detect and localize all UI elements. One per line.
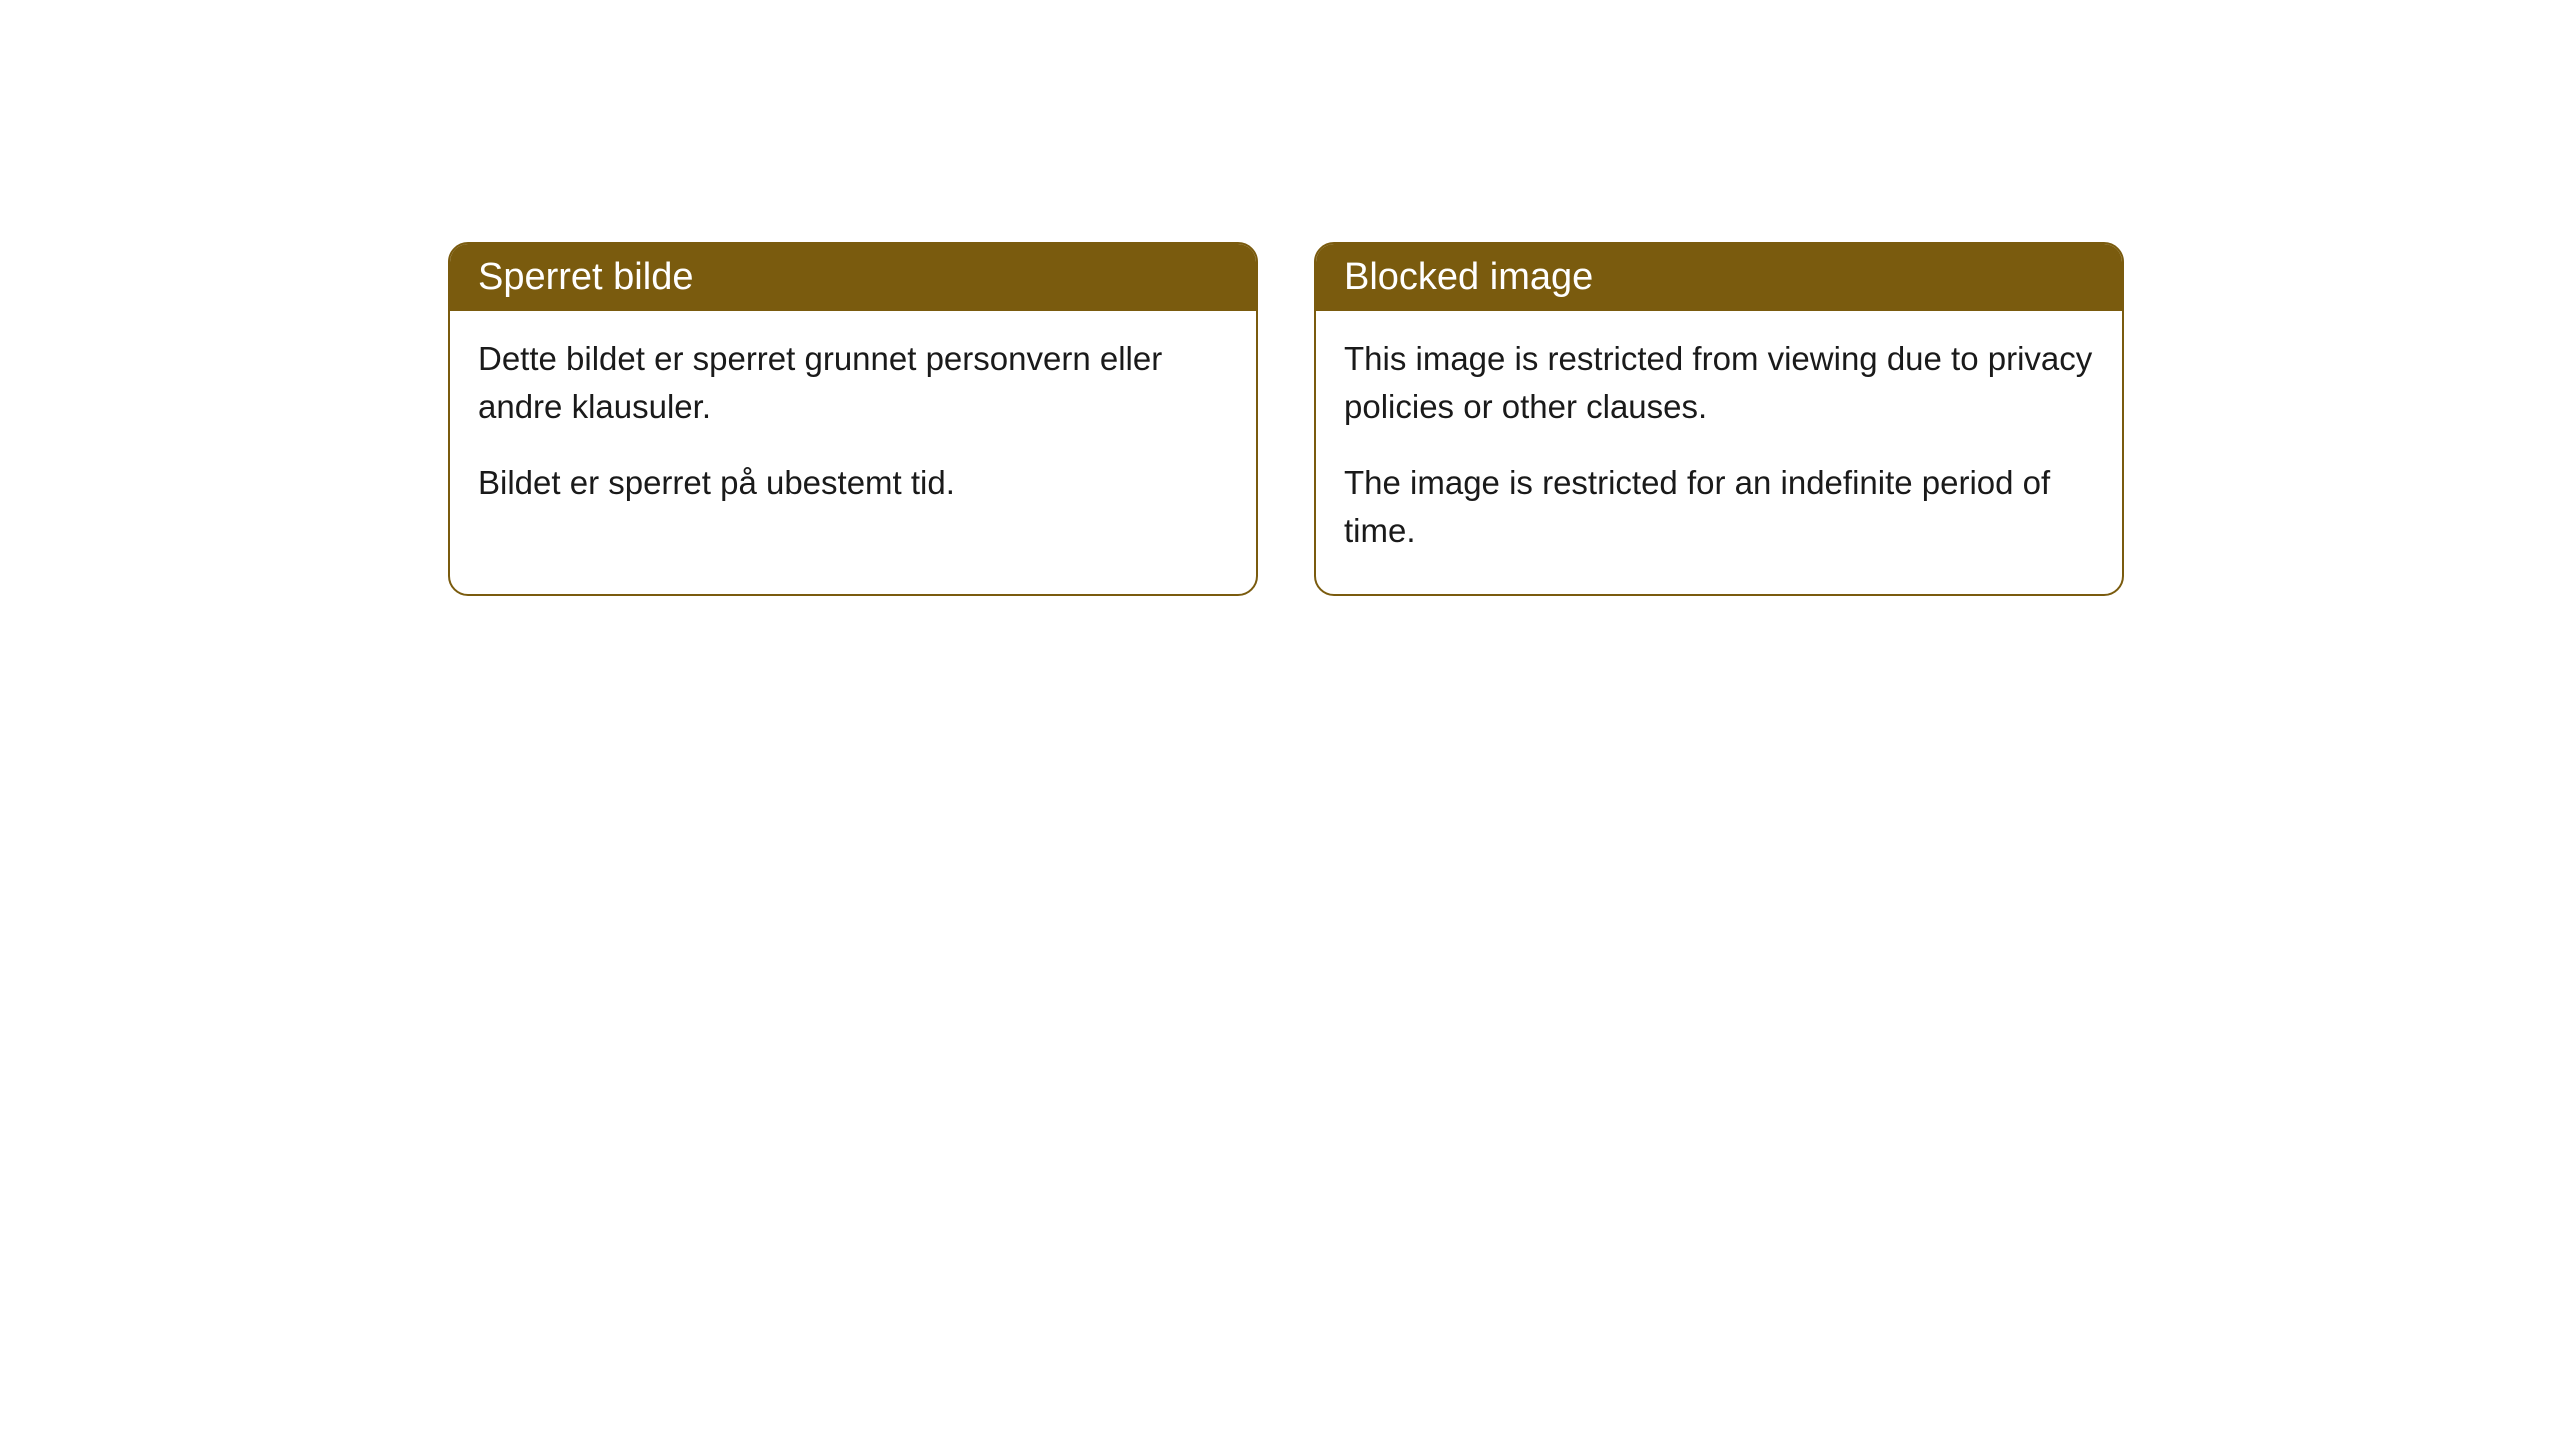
card-body-no: Dette bildet er sperret grunnet personve… <box>450 311 1256 547</box>
card-text-no-1: Dette bildet er sperret grunnet personve… <box>478 335 1228 431</box>
card-title-no: Sperret bilde <box>450 244 1256 311</box>
blocked-image-card-en: Blocked image This image is restricted f… <box>1314 242 2124 596</box>
blocked-image-card-no: Sperret bilde Dette bildet er sperret gr… <box>448 242 1258 596</box>
card-body-en: This image is restricted from viewing du… <box>1316 311 2122 594</box>
card-title-en: Blocked image <box>1316 244 2122 311</box>
card-text-no-2: Bildet er sperret på ubestemt tid. <box>478 459 1228 507</box>
card-text-en-2: The image is restricted for an indefinit… <box>1344 459 2094 555</box>
info-cards-row: Sperret bilde Dette bildet er sperret gr… <box>448 242 2124 596</box>
card-text-en-1: This image is restricted from viewing du… <box>1344 335 2094 431</box>
